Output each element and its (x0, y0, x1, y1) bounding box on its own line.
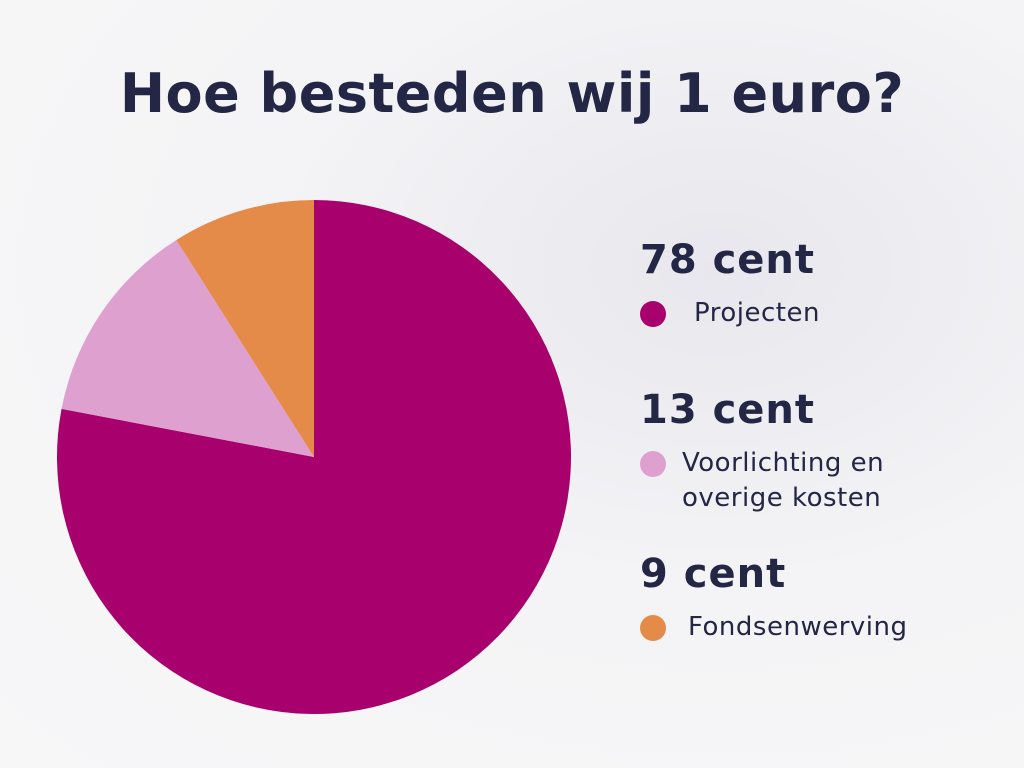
legend-dot-fondsenwerving (640, 615, 666, 641)
legend-dot-voorlichting (640, 451, 666, 477)
pie-slice-voorlichting (61, 240, 314, 457)
chart-title: Hoe besteden wij 1 euro? (119, 62, 905, 125)
legend-item-projecten: 78 cent Projecten (640, 240, 820, 331)
legend-item-fondsenwerving: 9 cent Fondsenwerving (640, 554, 907, 645)
legend-value-fondsenwerving: 9 cent (640, 551, 787, 597)
pie-slice-fondsenwerving (176, 200, 314, 457)
legend-value-projecten: 78 cent (640, 237, 816, 283)
legend-label-fondsenwerving: Fondsenwerving (688, 612, 908, 642)
legend-label-projecten: Projecten (694, 298, 820, 328)
legend-label-voorlichting: Voorlichting en overige kosten (682, 448, 885, 513)
legend-dot-projecten (640, 301, 666, 327)
pie-chart (57, 200, 571, 714)
legend-value-voorlichting: 13 cent (640, 387, 816, 433)
legend-item-voorlichting: 13 cent Voorlichting en overige kosten (640, 390, 884, 516)
